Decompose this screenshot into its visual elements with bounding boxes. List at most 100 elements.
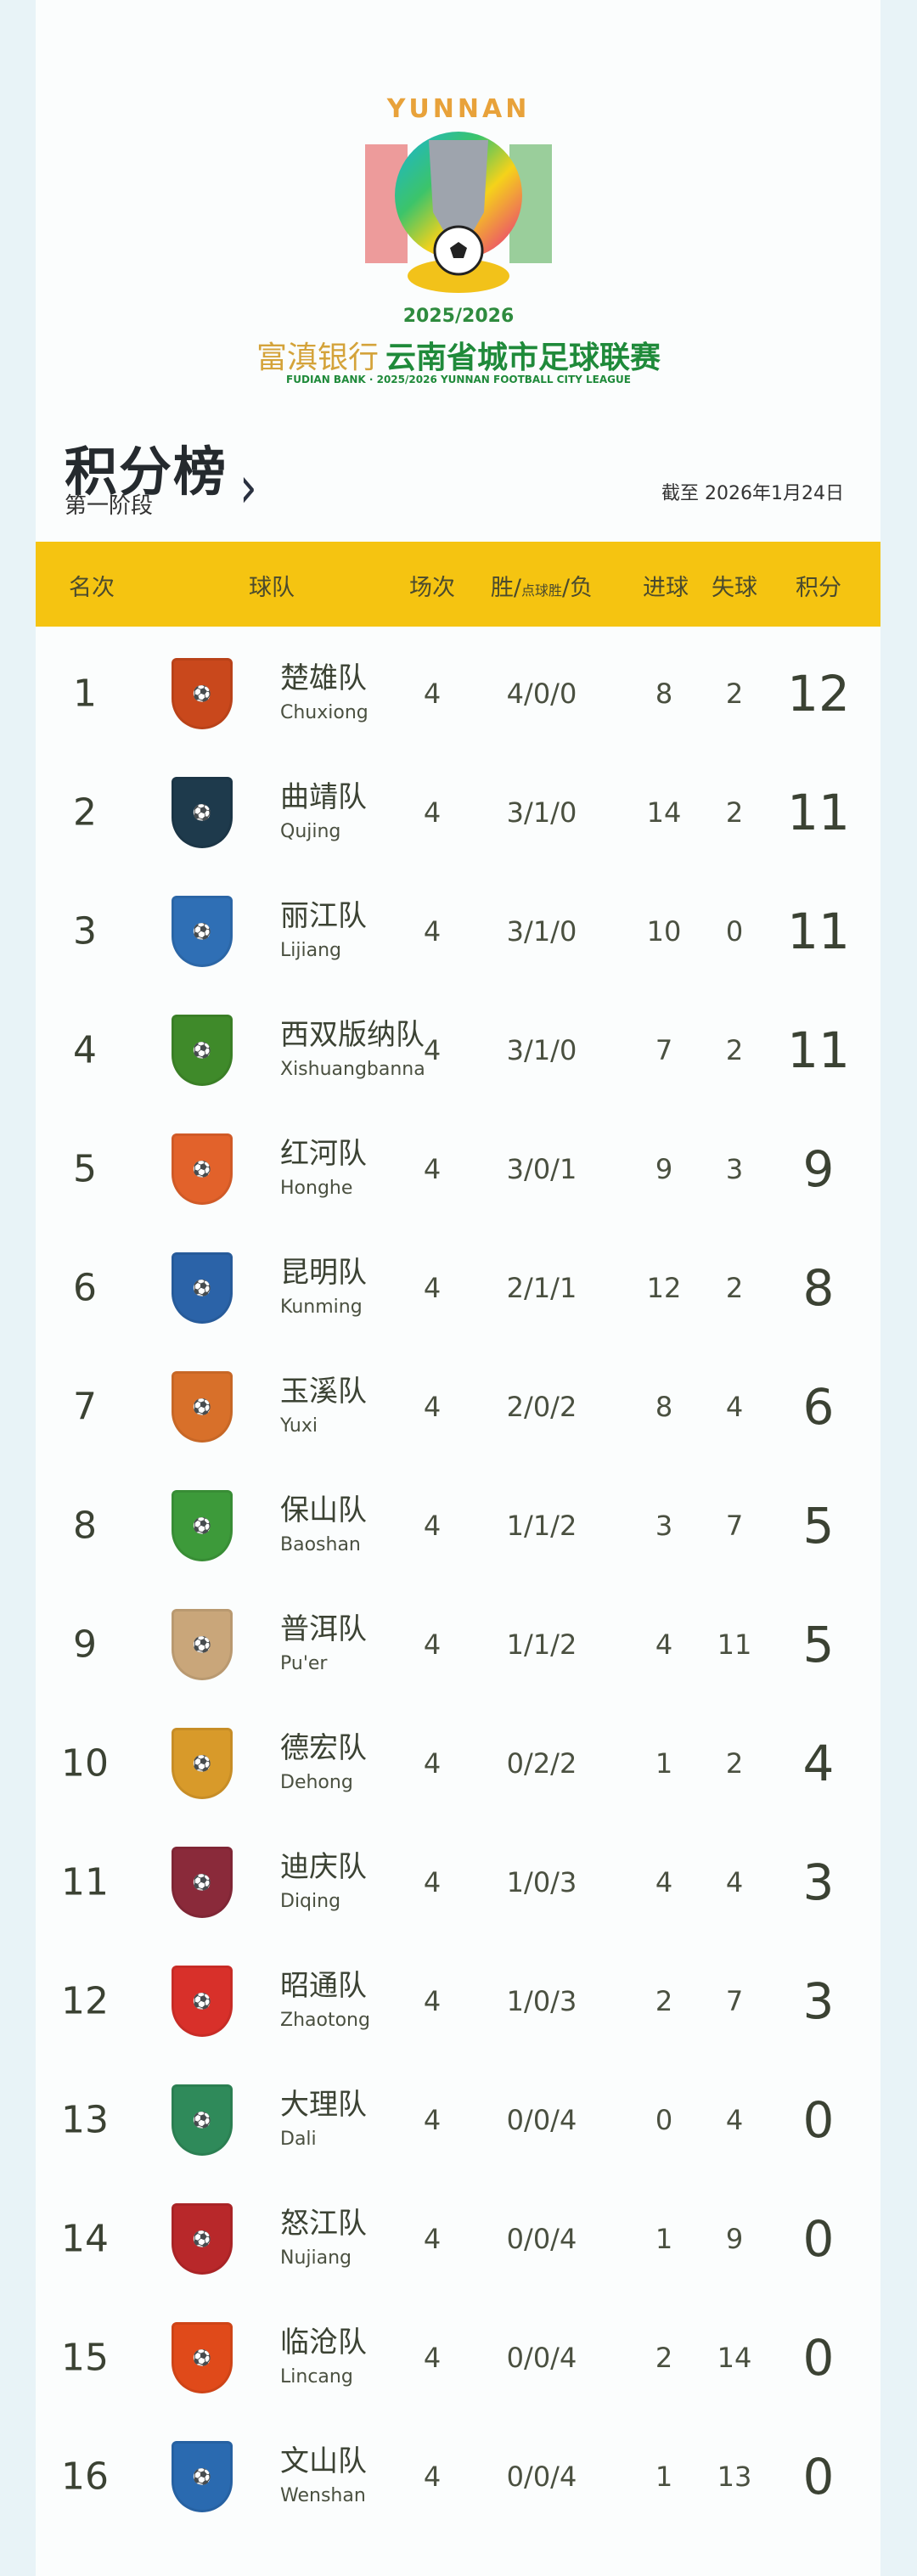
table-row[interactable]: 11 ⚽ 迪庆队 Diqing 4 1/0/3 4 4 3 bbox=[36, 1823, 880, 1942]
win-draw-loss: 2/1/1 bbox=[506, 1272, 577, 1304]
team-name[interactable]: 西双版纳队 bbox=[280, 1018, 425, 1052]
win-draw-loss: 3/0/1 bbox=[506, 1153, 577, 1185]
team-name-en: Dehong bbox=[280, 1772, 353, 1793]
team-name-en: Chuxiong bbox=[280, 702, 368, 723]
played: 4 bbox=[423, 2461, 442, 2493]
team-crest-icon: ⚽ bbox=[172, 1728, 233, 1799]
team-name[interactable]: 大理队 bbox=[280, 2088, 367, 2122]
goals-against: 2 bbox=[725, 796, 744, 829]
table-row[interactable]: 9 ⚽ 普洱队 Pu'er 4 1/1/2 4 11 5 bbox=[36, 1585, 880, 1704]
team-name[interactable]: 临沧队 bbox=[280, 2326, 367, 2359]
points: 11 bbox=[787, 903, 850, 960]
team-name[interactable]: 昆明队 bbox=[280, 1256, 367, 1290]
goals-against: 4 bbox=[725, 1391, 744, 1423]
col-goals-against: 失球 bbox=[712, 575, 757, 601]
team-name[interactable]: 德宏队 bbox=[280, 1731, 367, 1765]
points: 11 bbox=[787, 784, 850, 841]
team-name[interactable]: 丽江队 bbox=[280, 899, 367, 933]
rank: 3 bbox=[73, 909, 97, 953]
goals-against: 13 bbox=[717, 2461, 752, 2493]
win-draw-loss: 0/2/2 bbox=[506, 1747, 577, 1780]
rank: 1 bbox=[73, 672, 97, 716]
table-row[interactable]: 2 ⚽ 曲靖队 Qujing 4 3/1/0 14 2 11 bbox=[36, 753, 880, 872]
table-row[interactable]: 6 ⚽ 昆明队 Kunming 4 2/1/1 12 2 8 bbox=[36, 1229, 880, 1347]
team-name-en: Xishuangbanna bbox=[280, 1059, 425, 1080]
team-name[interactable]: 保山队 bbox=[280, 1493, 367, 1527]
col-wdl-loss: /负 bbox=[562, 575, 594, 601]
table-row[interactable]: 10 ⚽ 德宏队 Dehong 4 0/2/2 1 2 4 bbox=[36, 1704, 880, 1823]
team-name-en: Lijiang bbox=[280, 940, 341, 961]
col-wdl-penalty: 点球胜 bbox=[520, 582, 563, 599]
col-wdl-win: 胜/ bbox=[490, 575, 521, 601]
win-draw-loss: 1/1/2 bbox=[506, 1628, 577, 1661]
col-team: 球队 bbox=[249, 575, 295, 601]
table-row[interactable]: 16 ⚽ 文山队 Wenshan 4 0/0/4 1 13 0 bbox=[36, 2417, 880, 2536]
points: 0 bbox=[802, 2329, 835, 2387]
points: 3 bbox=[802, 1972, 835, 2030]
team-crest-icon: ⚽ bbox=[172, 1609, 233, 1680]
table-row[interactable]: 12 ⚽ 昭通队 Zhaotong 4 1/0/3 2 7 3 bbox=[36, 1942, 880, 2061]
table-row[interactable]: 7 ⚽ 玉溪队 Yuxi 4 2/0/2 8 4 6 bbox=[36, 1347, 880, 1466]
goals-for: 7 bbox=[655, 1034, 673, 1066]
win-draw-loss: 4/0/0 bbox=[506, 678, 577, 710]
rank: 12 bbox=[61, 1979, 109, 2023]
goals-against: 11 bbox=[717, 1628, 752, 1661]
team-crest-icon: ⚽ bbox=[172, 1490, 233, 1561]
win-draw-loss: 0/0/4 bbox=[506, 2104, 577, 2136]
team-crest-icon: ⚽ bbox=[172, 1015, 233, 1086]
rank: 16 bbox=[61, 2455, 109, 2499]
col-goals-for: 进球 bbox=[643, 575, 689, 601]
table-row[interactable]: 13 ⚽ 大理队 Dali 4 0/0/4 0 4 0 bbox=[36, 2061, 880, 2179]
rank: 13 bbox=[61, 2098, 109, 2142]
svg-text:YUNNAN: YUNNAN bbox=[386, 94, 531, 124]
points: 3 bbox=[802, 1853, 835, 1911]
team-name[interactable]: 楚雄队 bbox=[280, 661, 367, 695]
goals-for: 0 bbox=[655, 2104, 673, 2136]
goals-against: 2 bbox=[725, 1034, 744, 1066]
page-title: 积分榜 bbox=[65, 441, 228, 503]
table-row[interactable]: 14 ⚽ 怒江队 Nujiang 4 0/0/4 1 9 0 bbox=[36, 2179, 880, 2298]
team-crest-icon: ⚽ bbox=[172, 1847, 233, 1918]
goals-for: 4 bbox=[655, 1866, 673, 1898]
played: 4 bbox=[423, 1628, 442, 1661]
chevron-right-icon[interactable]: › bbox=[239, 455, 257, 521]
stage-label: 第一阶段 bbox=[65, 493, 154, 519]
win-draw-loss: 2/0/2 bbox=[506, 1391, 577, 1423]
team-name-en: Pu'er bbox=[280, 1653, 328, 1674]
team-name-en: Kunming bbox=[280, 1296, 363, 1318]
team-name[interactable]: 玉溪队 bbox=[280, 1375, 367, 1409]
goals-for: 2 bbox=[655, 2342, 673, 2374]
points: 5 bbox=[802, 1616, 835, 1673]
table-row[interactable]: 4 ⚽ 西双版纳队 Xishuangbanna 4 3/1/0 7 2 11 bbox=[36, 991, 880, 1110]
team-name-en: Diqing bbox=[280, 1891, 341, 1912]
goals-against: 2 bbox=[725, 678, 744, 710]
team-crest-icon: ⚽ bbox=[172, 2322, 233, 2393]
goals-for: 12 bbox=[646, 1272, 682, 1304]
table-row[interactable]: 1 ⚽ 楚雄队 Chuxiong 4 4/0/0 8 2 12 bbox=[36, 634, 880, 753]
win-draw-loss: 3/1/0 bbox=[506, 915, 577, 948]
played: 4 bbox=[423, 1153, 442, 1185]
team-name[interactable]: 怒江队 bbox=[280, 2207, 367, 2241]
goals-for: 8 bbox=[655, 1391, 673, 1423]
win-draw-loss: 0/0/4 bbox=[506, 2461, 577, 2493]
team-name[interactable]: 红河队 bbox=[280, 1137, 367, 1171]
rank: 15 bbox=[61, 2336, 109, 2380]
league-logo: YUNNAN bbox=[365, 94, 552, 293]
team-name[interactable]: 迪庆队 bbox=[280, 1850, 367, 1884]
table-row[interactable]: 3 ⚽ 丽江队 Lijiang 4 3/1/0 10 0 11 bbox=[36, 872, 880, 991]
team-crest-icon: ⚽ bbox=[172, 2203, 233, 2275]
team-name[interactable]: 普洱队 bbox=[280, 1612, 367, 1646]
rank: 9 bbox=[73, 1623, 97, 1667]
team-name[interactable]: 文山队 bbox=[280, 2444, 367, 2478]
league-english-name: FUDIAN BANK · 2025/2026 YUNNAN FOOTBALL … bbox=[286, 374, 631, 385]
team-name-en: Baoshan bbox=[280, 1534, 361, 1555]
rank: 8 bbox=[73, 1504, 97, 1548]
table-row[interactable]: 5 ⚽ 红河队 Honghe 4 3/0/1 9 3 9 bbox=[36, 1110, 880, 1229]
team-name[interactable]: 曲靖队 bbox=[280, 780, 367, 814]
table-row[interactable]: 8 ⚽ 保山队 Baoshan 4 1/1/2 3 7 5 bbox=[36, 1466, 880, 1585]
goals-for: 10 bbox=[646, 915, 682, 948]
goals-for: 1 bbox=[655, 2223, 673, 2255]
team-name[interactable]: 昭通队 bbox=[280, 1969, 367, 2003]
table-row[interactable]: 15 ⚽ 临沧队 Lincang 4 0/0/4 2 14 0 bbox=[36, 2298, 880, 2417]
played: 4 bbox=[423, 1985, 442, 2017]
